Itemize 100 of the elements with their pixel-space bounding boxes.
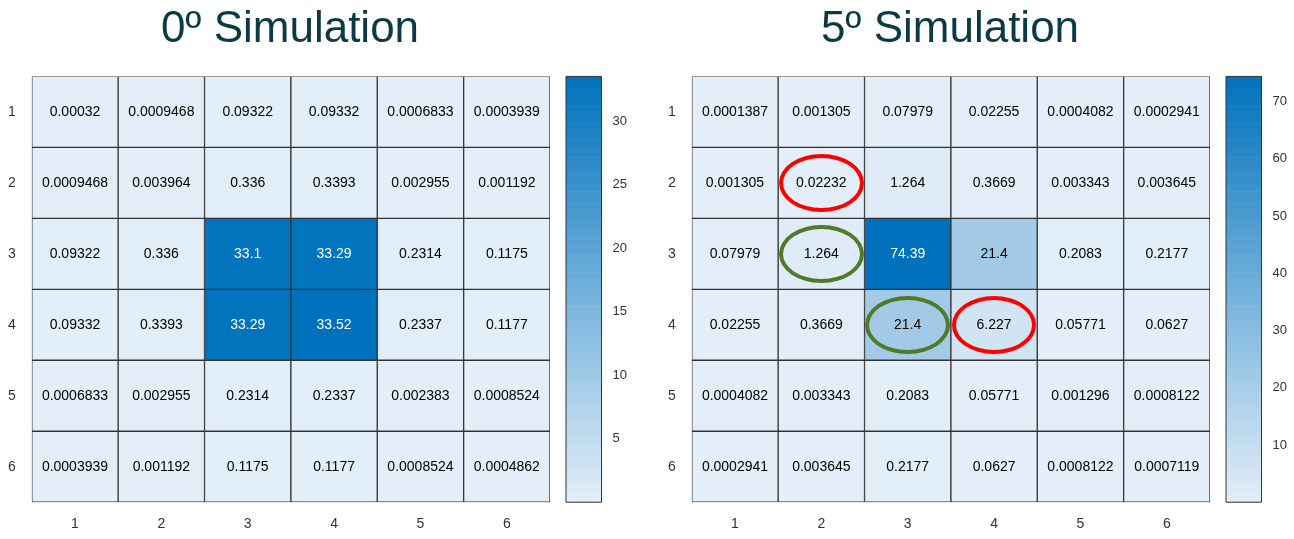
data-label: 0.09332 bbox=[49, 315, 101, 332]
data-label: 0.002955 bbox=[391, 173, 450, 190]
data-label: 0.02232 bbox=[796, 173, 847, 190]
data-label: 0.02255 bbox=[968, 102, 1020, 119]
data-label: 0.00032 bbox=[49, 102, 101, 119]
data-label: 0.2177 bbox=[1145, 244, 1189, 261]
data-label: 0.0004862 bbox=[473, 457, 541, 474]
x-tick-label: 4 bbox=[990, 515, 999, 532]
data-label: 0.002955 bbox=[132, 386, 191, 403]
data-label: 0.002383 bbox=[391, 386, 450, 403]
data-label: 0.05771 bbox=[968, 386, 1020, 403]
data-label: 0.09322 bbox=[222, 102, 274, 119]
data-label: 0.2177 bbox=[886, 457, 930, 474]
color-bar-label: 70 bbox=[1272, 93, 1288, 109]
data-label: 33.52 bbox=[316, 315, 352, 332]
data-label: 0.0006833 bbox=[41, 386, 109, 403]
data-label: 0.3393 bbox=[139, 315, 183, 332]
data-label: 0.0003939 bbox=[41, 457, 109, 474]
color-bar-label: 10 bbox=[1272, 436, 1288, 452]
data-label: 0.001305 bbox=[792, 102, 851, 119]
x-tick-label: 1 bbox=[71, 515, 80, 532]
y-tick-label: 6 bbox=[667, 457, 676, 474]
data-label: 0.0004082 bbox=[701, 386, 769, 403]
color-bar-label: 40 bbox=[1272, 264, 1288, 280]
data-label: 6.227 bbox=[976, 315, 1012, 332]
data-label: 0.3393 bbox=[312, 173, 356, 190]
data-label: 0.1175 bbox=[485, 244, 528, 261]
y-tick-label: 4 bbox=[7, 315, 16, 332]
data-label: 0.2083 bbox=[1059, 244, 1103, 261]
y-tick-label: 1 bbox=[7, 102, 16, 119]
data-label: 0.003343 bbox=[1051, 173, 1110, 190]
data-label: 0.2337 bbox=[399, 315, 443, 332]
color-bar-label: 30 bbox=[612, 112, 628, 128]
data-label: 21.4 bbox=[980, 244, 1008, 261]
data-label: 0.336 bbox=[143, 244, 180, 261]
data-label: 33.29 bbox=[316, 244, 352, 261]
data-label: 0.0008524 bbox=[387, 457, 454, 474]
color-bar-label: 5 bbox=[612, 430, 620, 446]
data-label: 0.003343 bbox=[792, 386, 851, 403]
x-tick-label: 5 bbox=[1076, 515, 1085, 532]
data-label: 1.264 bbox=[803, 244, 840, 261]
data-label: 33.1 bbox=[234, 244, 262, 261]
data-label: 0.001305 bbox=[705, 173, 765, 190]
data-label: 0.05771 bbox=[1055, 315, 1106, 332]
y-tick-label: 3 bbox=[7, 244, 16, 261]
data-label: 0.003645 bbox=[792, 457, 851, 474]
data-label: 0.3669 bbox=[799, 315, 843, 332]
data-label: 0.0007119 bbox=[1134, 457, 1200, 474]
x-tick-label: 4 bbox=[330, 515, 339, 532]
data-label: 0.0002941 bbox=[1133, 102, 1201, 119]
data-label: 0.0006833 bbox=[387, 102, 454, 119]
data-label: 0.2314 bbox=[226, 386, 270, 403]
data-label: 33.29 bbox=[230, 315, 266, 332]
data-label: 0.02255 bbox=[709, 315, 761, 332]
data-label: 0.0002941 bbox=[701, 457, 769, 474]
data-label: 0.2337 bbox=[312, 386, 356, 403]
data-label: 0.001192 bbox=[478, 173, 536, 190]
chart-title: 5º Simulation bbox=[819, 2, 1081, 52]
y-tick-label: 1 bbox=[667, 102, 676, 119]
data-label: 0.1177 bbox=[485, 315, 528, 332]
color-bar-label: 10 bbox=[612, 366, 628, 382]
data-label: 0.0627 bbox=[1145, 315, 1189, 332]
data-label: 0.336 bbox=[230, 173, 266, 190]
data-label: 0.09322 bbox=[49, 244, 101, 261]
x-tick-label: 5 bbox=[416, 515, 425, 532]
y-tick-label: 3 bbox=[667, 244, 676, 261]
color-bar-label: 20 bbox=[612, 239, 628, 255]
y-tick-label: 2 bbox=[667, 173, 676, 190]
y-tick-label: 6 bbox=[7, 457, 16, 474]
chart-title: 0º Simulation bbox=[159, 2, 421, 52]
data-label: 0.001192 bbox=[132, 457, 191, 474]
data-label: 0.2314 bbox=[399, 244, 443, 261]
x-tick-label: 2 bbox=[817, 515, 826, 532]
data-label: 0.0001387 bbox=[701, 102, 769, 119]
x-tick-label: 1 bbox=[731, 515, 740, 532]
x-tick-label: 2 bbox=[157, 515, 166, 532]
x-tick-label: 6 bbox=[1162, 515, 1171, 532]
data-label: 0.0627 bbox=[972, 457, 1016, 474]
data-label: 0.0008524 bbox=[473, 386, 541, 403]
data-label: 1.264 bbox=[890, 173, 926, 190]
data-label: 74.39 bbox=[890, 244, 926, 261]
data-label: 0.1177 bbox=[313, 457, 356, 474]
x-tick-label: 3 bbox=[903, 515, 912, 532]
data-label: 0.0008122 bbox=[1047, 457, 1114, 474]
data-label: 0.003645 bbox=[1137, 173, 1197, 190]
data-label: 0.07979 bbox=[709, 244, 761, 261]
color-bar-label: 20 bbox=[1272, 379, 1288, 395]
data-label: 0.07979 bbox=[882, 102, 934, 119]
color-bar-label: 25 bbox=[612, 176, 628, 192]
data-label: 0.2083 bbox=[886, 386, 930, 403]
color-bar-label: 15 bbox=[612, 303, 628, 319]
color-bar-label: 30 bbox=[1272, 322, 1288, 338]
data-label: 0.0009468 bbox=[41, 173, 109, 190]
data-label: 0.0008122 bbox=[1133, 386, 1201, 403]
y-tick-label: 5 bbox=[7, 386, 16, 403]
data-label: 0.001296 bbox=[1051, 386, 1110, 403]
data-label: 0.1175 bbox=[226, 457, 269, 474]
y-tick-label: 5 bbox=[667, 386, 676, 403]
data-label: 0.003964 bbox=[132, 173, 191, 190]
y-tick-label: 2 bbox=[7, 173, 16, 190]
